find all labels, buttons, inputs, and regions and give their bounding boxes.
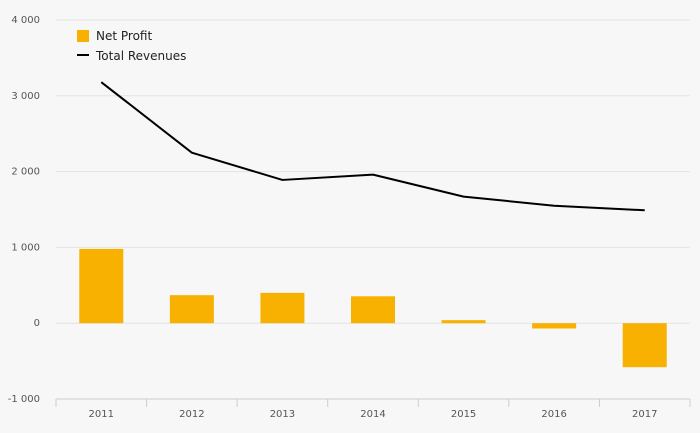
legend-label-total-revenues: Total Revenues: [95, 49, 186, 63]
legend: Net Profit Total Revenues: [77, 29, 186, 63]
line-total-revenues: [100, 81, 645, 212]
y-tick-label: -1 000: [8, 394, 40, 405]
x-tick-label: 2017: [632, 409, 657, 420]
legend-label-net-profit: Net Profit: [96, 29, 152, 43]
y-tick-label: 3 000: [11, 91, 40, 102]
bar-net-profit: [169, 295, 214, 324]
y-tick-label: 2 000: [11, 167, 40, 178]
axes: -1 000 0 1 000 2 000 3 000 4 000 2011 2012 2013 2…: [8, 15, 691, 420]
bar-net-profit: [441, 320, 486, 324]
bar-net-profit: [532, 323, 577, 329]
bar-net-profit: [622, 323, 667, 368]
x-tick-label: 2012: [179, 409, 204, 420]
x-tick-label: 2013: [270, 409, 295, 420]
x-tick-label: 2016: [541, 409, 566, 420]
bar-net-profit: [351, 296, 395, 324]
legend-swatch-net-profit: [77, 30, 89, 42]
x-tick-label: 2015: [451, 409, 476, 420]
x-tick-label: 2014: [360, 409, 385, 420]
gridlines: [56, 19, 690, 324]
y-tick-label: 1 000: [11, 242, 40, 253]
y-tick-label: 0: [34, 318, 40, 329]
bar-net-profit: [260, 292, 305, 324]
x-tick-label: 2011: [89, 409, 114, 420]
y-tick-label: 4 000: [11, 15, 40, 26]
line-total-revenues-path: [100, 81, 645, 212]
bars-net-profit: [79, 248, 667, 368]
bar-net-profit: [79, 248, 124, 324]
